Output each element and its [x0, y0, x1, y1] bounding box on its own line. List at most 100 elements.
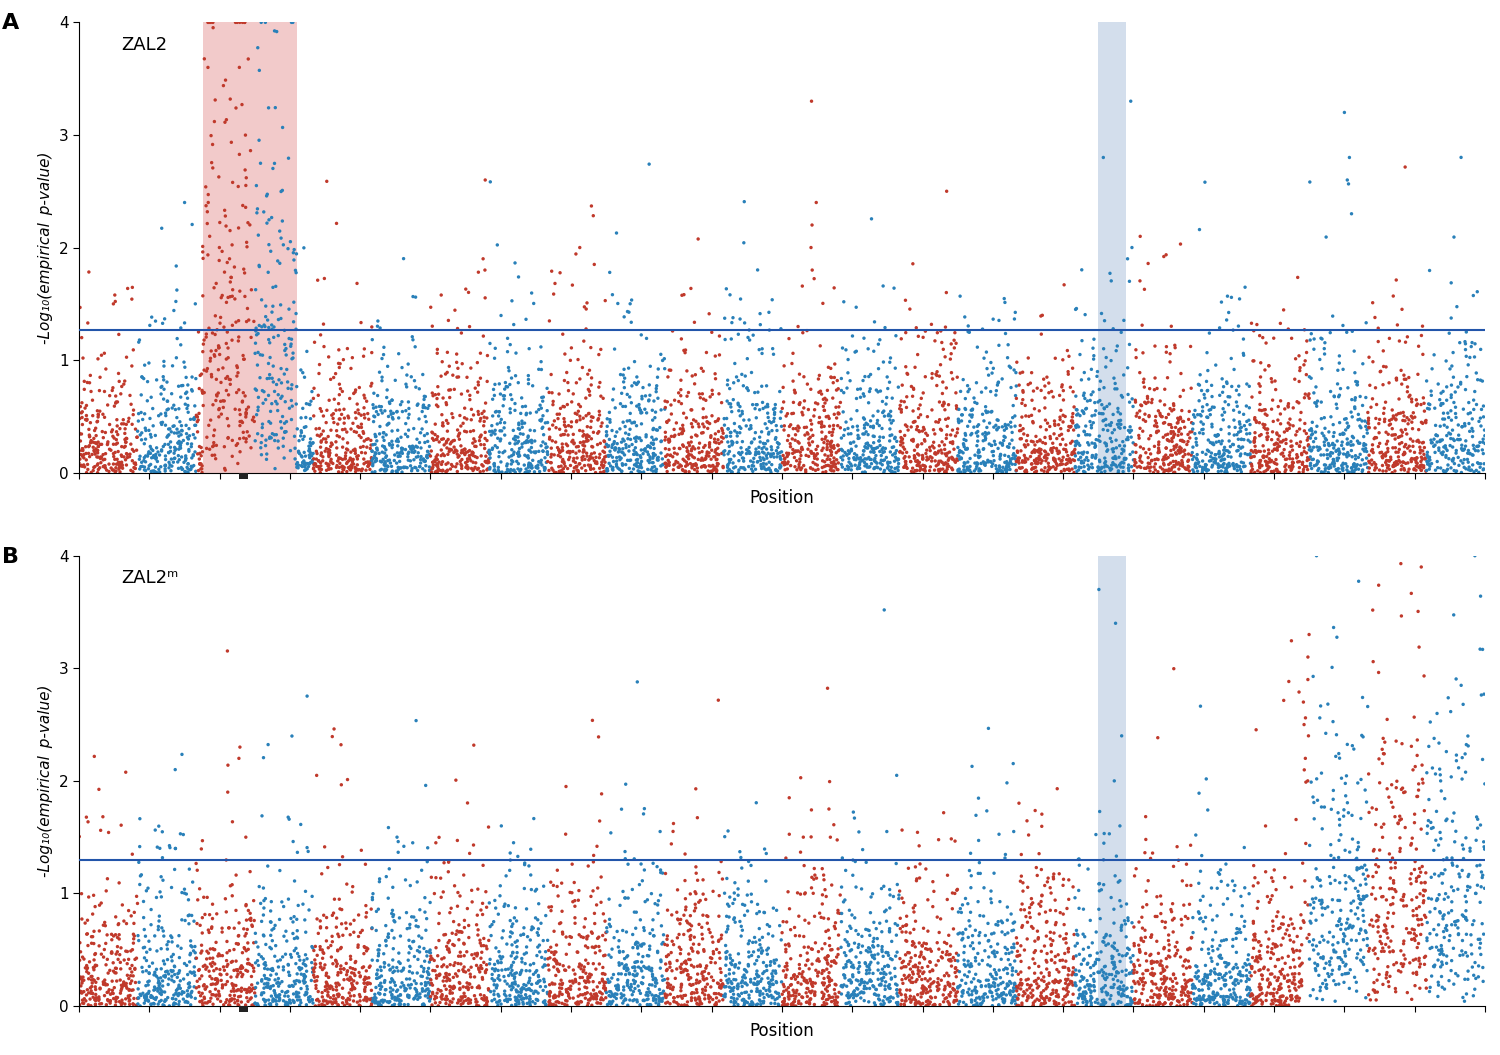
- Point: [1035, 368, 1059, 385]
- Point: [680, 957, 703, 974]
- Point: [568, 993, 592, 1010]
- Point: [818, 937, 842, 954]
- Point: [302, 942, 326, 959]
- Point: [632, 948, 656, 965]
- Point: [1330, 462, 1354, 479]
- Point: [338, 972, 362, 989]
- Point: [804, 456, 828, 473]
- Point: [740, 435, 764, 452]
- Point: [178, 963, 203, 980]
- Point: [195, 959, 219, 976]
- Point: [1426, 977, 1450, 994]
- Point: [1470, 869, 1494, 886]
- Point: [392, 977, 416, 994]
- Point: [1395, 898, 1419, 915]
- Point: [402, 444, 426, 461]
- Point: [321, 410, 345, 427]
- Point: [1233, 880, 1257, 897]
- Point: [884, 968, 908, 985]
- Point: [1212, 411, 1236, 428]
- Point: [639, 461, 663, 478]
- Point: [142, 966, 166, 983]
- Point: [1242, 411, 1266, 428]
- Point: [1041, 452, 1065, 468]
- Point: [549, 980, 573, 997]
- Point: [1076, 452, 1100, 468]
- Point: [966, 427, 990, 444]
- Point: [306, 387, 330, 404]
- Point: [754, 456, 778, 473]
- Point: [1292, 693, 1316, 710]
- Point: [878, 353, 902, 370]
- Point: [226, 996, 251, 1013]
- Point: [687, 416, 711, 433]
- Point: [885, 985, 909, 1002]
- Point: [688, 389, 712, 406]
- Point: [1196, 442, 1219, 459]
- Point: [662, 428, 686, 445]
- Point: [1092, 934, 1116, 951]
- Point: [110, 416, 134, 433]
- Point: [1328, 875, 1352, 891]
- Point: [990, 419, 1014, 436]
- Point: [1304, 955, 1328, 972]
- Point: [164, 293, 188, 310]
- Point: [747, 920, 771, 937]
- Point: [878, 433, 902, 449]
- Point: [188, 405, 211, 422]
- Point: [1080, 420, 1104, 437]
- Point: [273, 987, 297, 1004]
- Point: [630, 872, 654, 889]
- Point: [1290, 456, 1314, 473]
- Point: [1013, 901, 1036, 918]
- Point: [819, 435, 843, 452]
- Point: [448, 456, 472, 473]
- Point: [192, 990, 216, 1006]
- Point: [414, 987, 438, 1004]
- Point: [1347, 925, 1371, 942]
- Point: [1407, 638, 1431, 655]
- Point: [639, 960, 663, 977]
- Point: [238, 912, 262, 928]
- Point: [128, 853, 152, 870]
- Point: [1252, 419, 1276, 436]
- Point: [939, 951, 963, 967]
- Point: [182, 410, 206, 427]
- Point: [327, 386, 351, 403]
- Point: [1401, 952, 1425, 968]
- Point: [78, 367, 102, 384]
- Point: [246, 425, 270, 442]
- Point: [192, 51, 216, 68]
- Point: [369, 962, 393, 979]
- Point: [525, 962, 549, 979]
- Point: [1113, 916, 1137, 933]
- Point: [759, 446, 783, 463]
- Point: [378, 452, 402, 468]
- Point: [146, 839, 170, 856]
- Point: [196, 14, 220, 31]
- Point: [524, 983, 548, 1000]
- Point: [918, 954, 942, 971]
- Point: [813, 454, 837, 471]
- Point: [960, 401, 984, 418]
- Point: [956, 968, 980, 985]
- Point: [740, 857, 764, 874]
- Point: [294, 457, 318, 474]
- Point: [1310, 464, 1334, 481]
- Point: [657, 433, 681, 449]
- Point: [1312, 457, 1336, 474]
- Point: [870, 923, 894, 940]
- Point: [1418, 903, 1442, 920]
- Point: [1344, 458, 1368, 475]
- Point: [638, 377, 662, 394]
- Point: [334, 876, 358, 893]
- Point: [680, 990, 703, 1006]
- Point: [865, 971, 889, 987]
- Point: [573, 952, 597, 968]
- Point: [1114, 450, 1138, 467]
- Point: [1020, 890, 1044, 907]
- Point: [498, 978, 522, 995]
- Point: [815, 436, 839, 453]
- Point: [1326, 460, 1350, 477]
- Point: [608, 441, 631, 458]
